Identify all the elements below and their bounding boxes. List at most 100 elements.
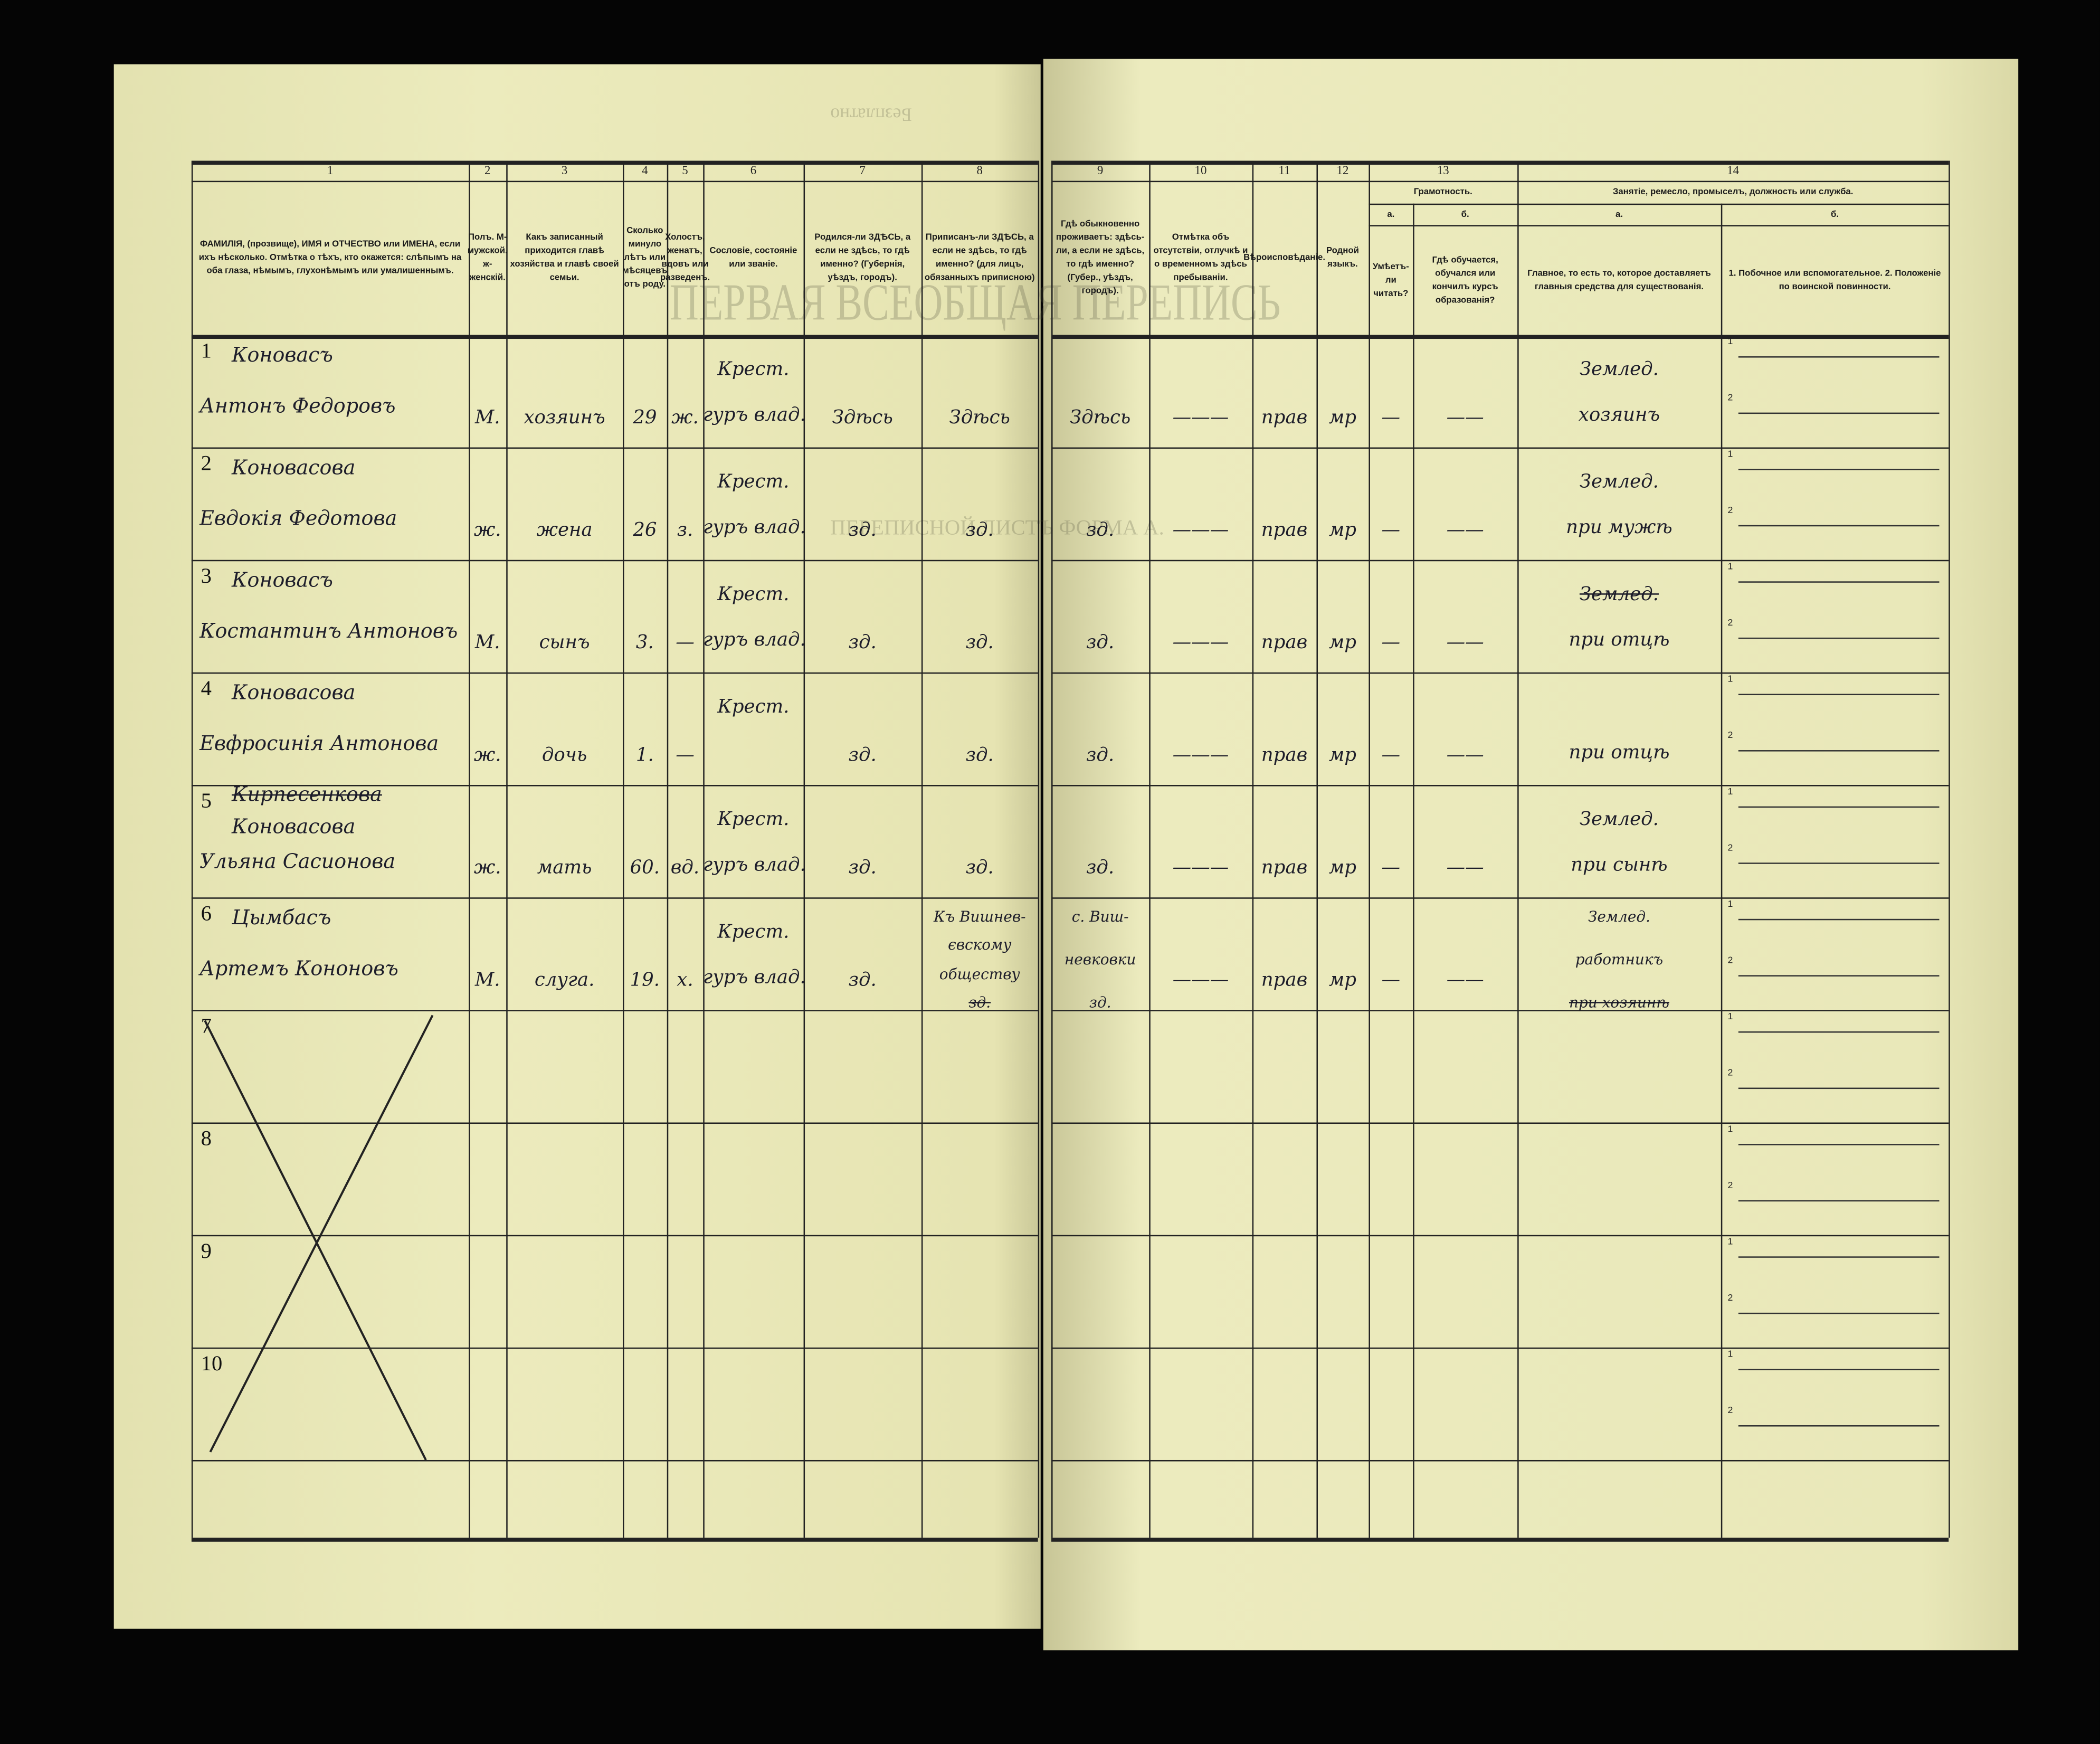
cell-language: мр bbox=[1328, 519, 1357, 542]
column-header-relation: Какъ записанный приходится главѣ хозяйст… bbox=[510, 232, 619, 282]
column-number: 12 bbox=[1336, 163, 1349, 177]
column-number: 8 bbox=[976, 163, 983, 177]
cell-estate: гуръ влад. bbox=[703, 404, 806, 426]
table-top-border bbox=[191, 160, 1038, 165]
column-header-born: Родился-ли ЗДѢСЬ, а если не здѣсь, то гд… bbox=[814, 232, 911, 282]
header-number-line bbox=[1051, 181, 1949, 183]
occupation-b-line-label: 1 bbox=[1727, 1012, 1733, 1022]
column-number: 4 bbox=[642, 163, 648, 177]
column-header-sex: Полъ. М-мужской. ж-женскій. bbox=[467, 232, 508, 282]
row-divider bbox=[191, 1235, 1038, 1237]
occupation-b-line bbox=[1738, 637, 1940, 639]
row-divider bbox=[191, 672, 1038, 674]
occupation-b-line bbox=[1738, 694, 1940, 696]
column-number: 2 bbox=[484, 163, 491, 177]
column-header-language: Родной языкъ. bbox=[1326, 245, 1359, 269]
cell-registered: обществу bbox=[939, 965, 1020, 983]
cell-relation: слуга. bbox=[534, 970, 595, 991]
column-header-name: ФАМИЛІЯ, (прозвище), ИМЯ и ОТЧЕСТВО или … bbox=[198, 239, 462, 276]
cell-residence: зд. bbox=[1086, 857, 1115, 879]
cell-occ_a: Землед. bbox=[1579, 584, 1659, 605]
occupation-b-line bbox=[1738, 1144, 1940, 1146]
column-number: 6 bbox=[750, 163, 757, 177]
column-divider bbox=[1413, 203, 1415, 1538]
cell-residence: зд. bbox=[1086, 519, 1115, 542]
cell-lit_a: — bbox=[1381, 632, 1401, 654]
column-header-occ_a: Главное, то есть то, которое доставляетъ… bbox=[1527, 269, 1711, 292]
cell-registered: Здѣсь bbox=[949, 407, 1010, 429]
occupation-b-line-label: 2 bbox=[1727, 1069, 1733, 1078]
occupation-b-line-label: 2 bbox=[1727, 1406, 1733, 1416]
cross-out-mark bbox=[204, 1015, 434, 1461]
cell-name: Коновасъ bbox=[232, 343, 333, 367]
column-divider bbox=[1252, 160, 1254, 1538]
cell-occ_a: при отцѣ bbox=[1569, 742, 1670, 764]
cell-marital: — bbox=[676, 632, 695, 654]
column-divider bbox=[1149, 160, 1151, 1538]
cell-age: 1. bbox=[635, 744, 654, 766]
occupation-b-line-label: 2 bbox=[1727, 506, 1733, 516]
header-bottom-border bbox=[1051, 335, 1949, 339]
column-divider bbox=[622, 160, 625, 1538]
cell-occ_a: Землед. bbox=[1579, 809, 1659, 831]
cell-estate: Крест. bbox=[717, 921, 790, 943]
cell-occ_a: при хозяинѣ bbox=[1569, 993, 1669, 1011]
column-divider bbox=[191, 160, 194, 1538]
row-number: 1 bbox=[201, 340, 212, 363]
cell-sex: М. bbox=[474, 970, 500, 991]
row-divider bbox=[1051, 447, 1949, 449]
occupation-b-line-label: 2 bbox=[1727, 843, 1733, 854]
column-divider bbox=[1051, 160, 1053, 1538]
row-divider bbox=[1051, 897, 1949, 899]
table-top-border bbox=[1051, 160, 1949, 165]
cell-lit_b: —— bbox=[1446, 744, 1484, 766]
column-divider bbox=[921, 160, 924, 1538]
cell-relation: дочь bbox=[541, 744, 587, 766]
column-number: 11 bbox=[1278, 163, 1290, 177]
occupation-b-line-label: 1 bbox=[1727, 1350, 1733, 1360]
cell-estate: Крест. bbox=[717, 696, 790, 718]
row-divider bbox=[1051, 1459, 1949, 1462]
row-divider bbox=[191, 1459, 1038, 1462]
occupation-b-line bbox=[1738, 469, 1940, 471]
row-number: 2 bbox=[201, 452, 212, 476]
table-bottom-border bbox=[191, 1538, 1038, 1542]
cell-name: Коновасова bbox=[232, 455, 356, 480]
cell-occ_a: при сынѣ bbox=[1571, 854, 1668, 876]
occupation-b-line-label: 1 bbox=[1727, 450, 1733, 460]
subheader-a: а. bbox=[1615, 210, 1623, 219]
column-divider bbox=[1038, 160, 1040, 1538]
cell-age: 19. bbox=[630, 970, 660, 991]
occupation-b-line-label: 1 bbox=[1727, 562, 1733, 572]
occupation-b-line-label: 2 bbox=[1727, 731, 1733, 741]
header-bottom-border bbox=[191, 335, 1038, 339]
cell-estate: Крест. bbox=[717, 359, 790, 381]
subheader-b: б. bbox=[1461, 210, 1469, 219]
cell-lit_b: —— bbox=[1446, 519, 1484, 542]
row-number: 10 bbox=[201, 1352, 223, 1376]
cell-religion: прав bbox=[1261, 632, 1308, 654]
cell-name: Евфросинія Антонова bbox=[199, 731, 439, 756]
cell-lit_b: —— bbox=[1446, 857, 1484, 879]
cell-lit_a: — bbox=[1381, 970, 1401, 991]
column-number: 5 bbox=[682, 163, 688, 177]
column-divider bbox=[1316, 160, 1318, 1538]
cell-residence: Здѣсь bbox=[1069, 407, 1131, 429]
row-divider bbox=[191, 785, 1038, 787]
occupation-b-line-label: 2 bbox=[1727, 956, 1733, 966]
cell-name: Коновасъ bbox=[232, 567, 333, 592]
occupation-b-line-label: 2 bbox=[1727, 1181, 1733, 1191]
occupation-b-line bbox=[1738, 918, 1940, 921]
column-divider bbox=[703, 160, 705, 1538]
cell-marital: ж. bbox=[671, 407, 699, 429]
column-divider bbox=[469, 160, 471, 1538]
column-header-lit_a: Умѣетъ-ли читать? bbox=[1372, 262, 1409, 299]
cell-religion: прав bbox=[1261, 407, 1308, 429]
right-page bbox=[1043, 59, 2019, 1651]
occupation-b-line bbox=[1738, 1369, 1940, 1371]
cell-occ_a: работникъ bbox=[1575, 951, 1664, 969]
cell-lit_a: — bbox=[1381, 857, 1401, 879]
cell-estate: Крест. bbox=[717, 584, 790, 605]
column-header-lit_b: Гдѣ обучается, обучался или кончилъ курс… bbox=[1432, 255, 1498, 306]
cell-relation: хозяинъ bbox=[524, 407, 605, 429]
